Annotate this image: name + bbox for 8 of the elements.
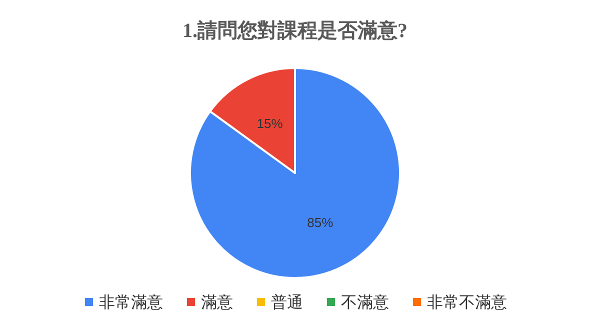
data-label: 85% (307, 214, 334, 230)
legend-label: 不滿意 (341, 292, 389, 312)
data-label: 15% (256, 116, 284, 132)
legend-label: 滿意 (201, 292, 233, 312)
legend-label: 普通 (271, 292, 303, 312)
legend-label: 非常滿意 (99, 292, 163, 312)
legend-label: 非常不滿意 (427, 292, 507, 312)
chart-title: 1.請問您對課程是否滿意? (182, 19, 408, 42)
